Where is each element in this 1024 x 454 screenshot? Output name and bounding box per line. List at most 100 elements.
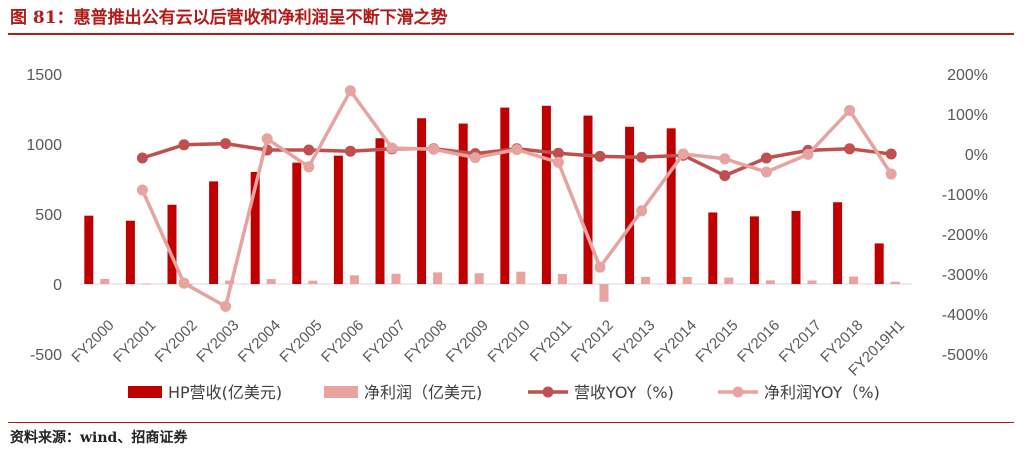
legend-net-profit-swatch <box>324 386 358 398</box>
revenue-yoy-point <box>136 152 148 164</box>
net-profit-yoy-point <box>386 142 398 154</box>
net-profit-bar <box>765 280 775 284</box>
right-tick-label: -400% <box>942 307 988 324</box>
right-tick-label: 0% <box>965 147 988 164</box>
revenue-bar <box>125 220 135 284</box>
left-tick-label: 0 <box>53 277 62 294</box>
x-category-label: FY2005 <box>276 317 325 366</box>
revenue-yoy-point <box>303 144 315 156</box>
right-tick-label: -200% <box>942 227 988 244</box>
net-profit-yoy-point <box>719 153 731 165</box>
legend-revenue-label: HP营收(亿美元) <box>168 383 282 402</box>
net-profit-bar <box>599 284 609 302</box>
net-profit-yoy-point <box>594 261 606 273</box>
x-category-label: FY2011 <box>527 317 575 365</box>
right-tick-label: 200% <box>947 67 988 84</box>
net-profit-bar <box>890 281 900 284</box>
net-profit-yoy-point <box>636 205 648 217</box>
net-profit-bar <box>474 273 484 284</box>
revenue-bar <box>666 128 676 284</box>
net-profit-yoy-point <box>802 148 814 160</box>
net-profit-yoy-point <box>344 85 356 97</box>
revenue-bar <box>84 215 94 284</box>
revenue-bar <box>500 107 510 284</box>
net-profit-yoy-point <box>303 161 315 173</box>
net-profit-yoy-point <box>136 184 148 196</box>
revenue-yoy-point <box>552 147 564 159</box>
net-profit-yoy-point <box>552 156 564 168</box>
revenue-yoy-point <box>760 152 772 164</box>
net-profit-yoy-point <box>428 143 440 155</box>
net-profit-yoy-point <box>760 166 772 178</box>
x-category-label: FY2012 <box>568 317 617 366</box>
x-category-label: FY2007 <box>360 317 409 366</box>
revenue-yoy-point <box>844 143 856 155</box>
legend-net-profit-yoy-label: 净利润YOY（%) <box>764 383 880 402</box>
revenue-bar <box>458 123 468 284</box>
source-note: 资料来源：wind、招商证券 <box>10 430 188 446</box>
net-profit-bar <box>266 279 276 284</box>
net-profit-bar <box>849 276 859 284</box>
net-profit-bar <box>682 277 692 284</box>
revenue-bar <box>791 210 801 284</box>
net-profit-bar <box>141 283 151 285</box>
legend-revenue-yoy-label: 营收YOY（%) <box>574 383 674 402</box>
revenue-bar <box>209 181 219 284</box>
left-tick-label: 1000 <box>26 137 62 154</box>
right-tick-label: -100% <box>942 187 988 204</box>
lines <box>136 85 897 312</box>
left-tick-label: -500 <box>30 347 62 364</box>
revenue-bar <box>833 202 843 284</box>
x-category-label: FY2015 <box>692 317 741 366</box>
net-profit-bar <box>807 280 817 284</box>
net-profit-bar <box>225 280 235 284</box>
revenue-bar <box>749 216 759 284</box>
net-profit-yoy-point <box>885 168 897 180</box>
net-profit-bar <box>349 275 359 284</box>
revenue-yoy-point <box>885 148 897 160</box>
legend-revenue-swatch <box>128 386 162 398</box>
x-category-label: FY2002 <box>152 317 201 366</box>
x-category-label: FY2008 <box>401 317 450 366</box>
legend: HP营收(亿美元) 净利润（亿美元) 营收YOY（%) 净利润YOY（%) <box>128 383 880 402</box>
revenue-yoy-point <box>220 138 232 150</box>
revenue-bar <box>333 155 343 284</box>
net-profit-bar <box>557 274 567 284</box>
net-profit-bar <box>724 277 734 284</box>
x-category-label: FY2000 <box>68 317 117 366</box>
x-category-label: FY2013 <box>609 317 658 366</box>
revenue-bar <box>625 126 635 284</box>
revenue-bar <box>874 243 884 284</box>
net-profit-yoy-point <box>178 277 190 289</box>
net-profit-yoy-point <box>677 148 689 160</box>
legend-revenue-yoy-swatch-marker <box>542 386 554 398</box>
revenue-bar <box>541 105 551 284</box>
net-profit-yoy-point <box>261 133 273 145</box>
revenue-bar <box>375 138 385 284</box>
x-category-label: FY2004 <box>235 317 284 366</box>
revenue-yoy-point <box>636 151 648 163</box>
axes: 1500 1000 500 0 -500 200% 100% 0% -100% -200% -300… <box>26 67 988 364</box>
x-category-label: FY2014 <box>651 317 700 366</box>
x-category-label: FY2016 <box>734 317 783 366</box>
revenue-bar <box>417 118 427 285</box>
revenue-yoy-point <box>594 150 606 162</box>
right-tick-label: -300% <box>942 267 988 284</box>
legend-net-profit-yoy-swatch-marker <box>732 386 744 398</box>
x-category-label: FY2010 <box>484 317 533 366</box>
revenue-yoy-point <box>344 145 356 157</box>
figure-title: 图 81：惠普推出公有云以后营收和净利润呈不断下滑之势 <box>10 8 448 28</box>
right-tick-label: 100% <box>947 107 988 124</box>
revenue-bar <box>583 115 593 284</box>
net-profit-yoy-point <box>469 152 481 164</box>
net-profit-yoy-point <box>844 104 856 116</box>
x-category-label: FY2009 <box>443 317 492 366</box>
legend-net-profit-label: 净利润（亿美元) <box>364 383 482 402</box>
net-profit-bar <box>433 272 443 284</box>
left-tick-label: 1500 <box>26 67 62 84</box>
x-tick-labels: FY2000FY2001FY2002FY2003FY2004FY2005FY20… <box>68 317 908 380</box>
title-divider <box>8 33 1014 35</box>
revenue-bar <box>250 172 260 284</box>
bars <box>84 105 900 302</box>
